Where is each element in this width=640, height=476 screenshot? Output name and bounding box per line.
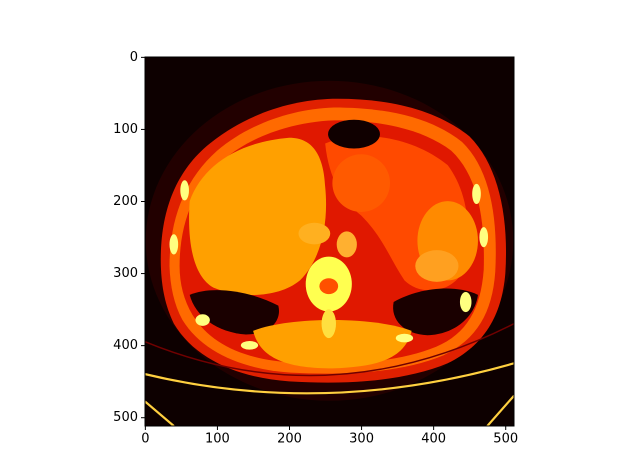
y-tick-label: 0 <box>130 50 138 65</box>
y-tick-label: 300 <box>113 266 138 281</box>
x-tick-label: 0 <box>141 432 149 447</box>
x-tick-label: 300 <box>349 432 374 447</box>
x-tick-label: 400 <box>421 432 446 447</box>
axes-frame <box>144 56 515 427</box>
y-tick-label: 100 <box>113 122 138 137</box>
ct-image <box>145 57 514 426</box>
x-tick-label: 200 <box>277 432 302 447</box>
x-tick-label: 100 <box>205 432 230 447</box>
y-tick-label: 200 <box>113 194 138 209</box>
y-tick-label: 500 <box>113 410 138 425</box>
x-tick-label: 500 <box>493 432 518 447</box>
y-tick-label: 400 <box>113 338 138 353</box>
